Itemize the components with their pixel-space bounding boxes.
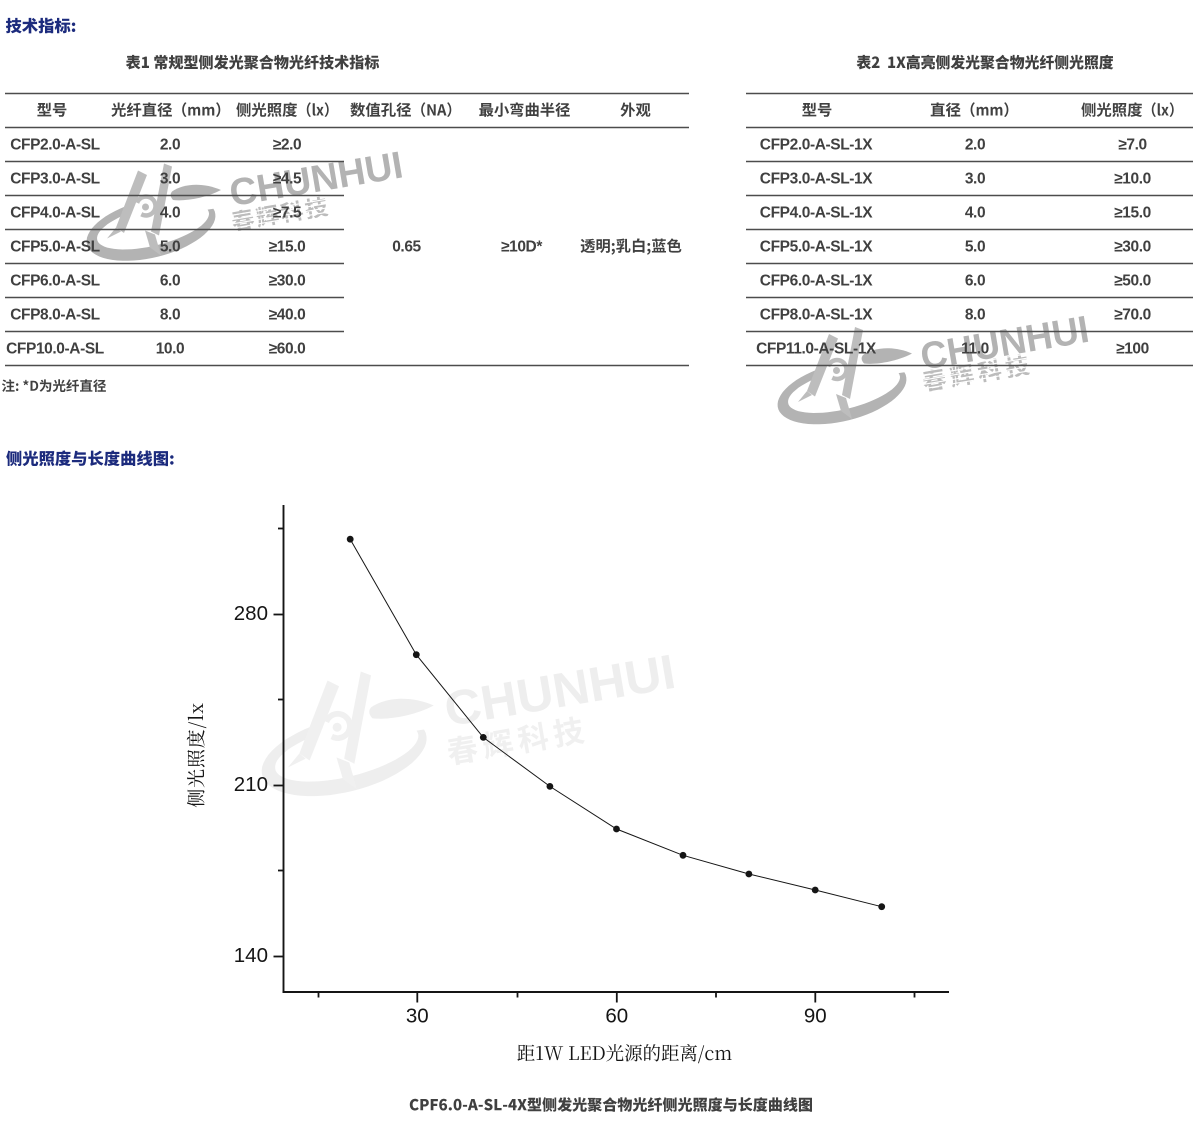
- svg-text:≥7.0: ≥7.0: [1118, 137, 1146, 154]
- svg-text:≥10D*: ≥10D*: [501, 239, 543, 256]
- svg-text:≥100: ≥100: [1116, 341, 1149, 358]
- svg-text:5.0: 5.0: [965, 239, 985, 256]
- svg-text:CFP8.0-A-SL: CFP8.0-A-SL: [10, 307, 99, 324]
- svg-text:90: 90: [804, 1004, 827, 1027]
- svg-text:CFP10.0-A-SL: CFP10.0-A-SL: [6, 341, 104, 358]
- svg-text:8.0: 8.0: [160, 307, 180, 324]
- svg-text:CFP4.0-A-SL-1X: CFP4.0-A-SL-1X: [760, 205, 873, 222]
- svg-text:≥70.0: ≥70.0: [1114, 307, 1151, 324]
- svg-text:3.0: 3.0: [965, 171, 985, 188]
- svg-text:≥7.5: ≥7.5: [273, 205, 302, 222]
- svg-text:CFP11.0-A-SL-1X: CFP11.0-A-SL-1X: [756, 341, 877, 358]
- svg-text:30: 30: [406, 1004, 429, 1027]
- svg-text:6.0: 6.0: [965, 273, 985, 290]
- svg-text:8.0: 8.0: [965, 307, 985, 324]
- svg-text:3.0: 3.0: [160, 171, 180, 188]
- svg-text:6.0: 6.0: [160, 273, 180, 290]
- svg-text:280: 280: [234, 602, 268, 625]
- svg-text:CHUNHUI: CHUNHUI: [441, 645, 680, 737]
- svg-text:CFP8.0-A-SL-1X: CFP8.0-A-SL-1X: [760, 307, 873, 324]
- svg-text:CFP5.0-A-SL-1X: CFP5.0-A-SL-1X: [760, 239, 873, 256]
- svg-text:CFP2.0-A-SL: CFP2.0-A-SL: [10, 137, 99, 154]
- svg-text:≥30.0: ≥30.0: [269, 273, 306, 290]
- svg-text:10.0: 10.0: [156, 341, 185, 358]
- svg-text:210: 210: [234, 773, 268, 796]
- svg-text:≥15.0: ≥15.0: [1114, 205, 1151, 222]
- svg-text:4.0: 4.0: [965, 205, 985, 222]
- svg-text:CFP2.0-A-SL-1X: CFP2.0-A-SL-1X: [760, 137, 873, 154]
- svg-text:≥30.0: ≥30.0: [1114, 239, 1151, 256]
- svg-text:0.65: 0.65: [392, 239, 421, 256]
- svg-text:11.0: 11.0: [961, 341, 989, 358]
- svg-text:CFP3.0-A-SL-1X: CFP3.0-A-SL-1X: [760, 171, 873, 188]
- svg-text:5.0: 5.0: [160, 239, 180, 256]
- svg-text:CFP6.0-A-SL-1X: CFP6.0-A-SL-1X: [760, 273, 873, 290]
- svg-text:2.0: 2.0: [965, 137, 985, 154]
- svg-text:≥60.0: ≥60.0: [269, 341, 306, 358]
- svg-text:CHUNHUI: CHUNHUI: [226, 144, 406, 215]
- svg-text:CFP6.0-A-SL: CFP6.0-A-SL: [10, 273, 99, 290]
- svg-text:≥50.0: ≥50.0: [1114, 273, 1151, 290]
- svg-text:≥4.5: ≥4.5: [273, 171, 302, 188]
- svg-text:≥15.0: ≥15.0: [269, 239, 306, 256]
- svg-text:≥40.0: ≥40.0: [269, 307, 306, 324]
- svg-text:140: 140: [234, 944, 268, 967]
- svg-text:60: 60: [605, 1004, 628, 1027]
- svg-text:4.0: 4.0: [160, 205, 180, 222]
- svg-text:2.0: 2.0: [160, 137, 180, 154]
- svg-text:≥10.0: ≥10.0: [1114, 171, 1151, 188]
- svg-text:≥2.0: ≥2.0: [273, 137, 301, 154]
- svg-text:CFP3.0-A-SL: CFP3.0-A-SL: [10, 171, 99, 188]
- svg-text:CFP5.0-A-SL: CFP5.0-A-SL: [10, 239, 99, 256]
- svg-text:CFP4.0-A-SL: CFP4.0-A-SL: [10, 205, 99, 222]
